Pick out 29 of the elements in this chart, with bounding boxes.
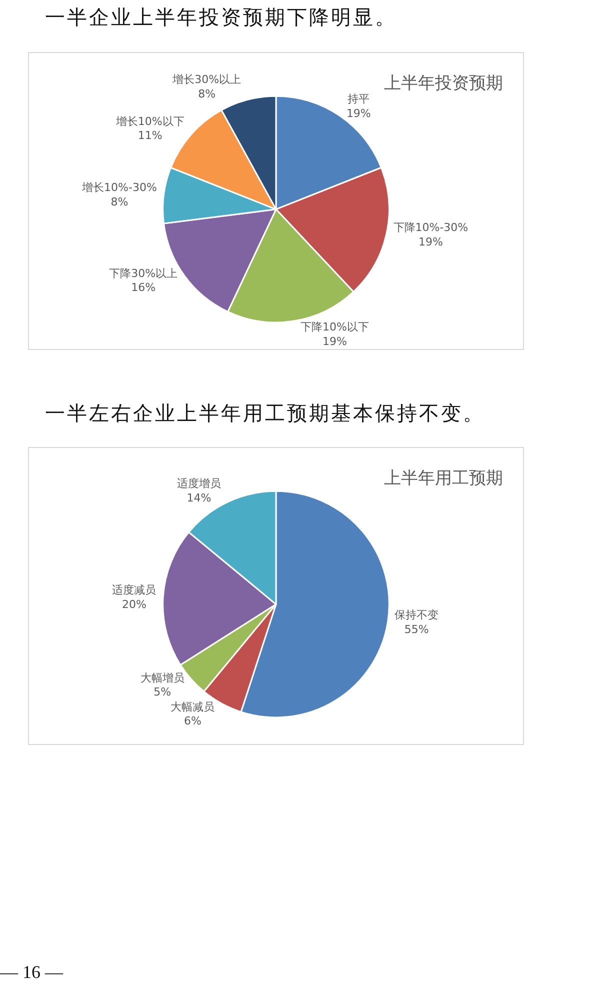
slice-label: 大幅减员	[170, 700, 215, 714]
slice-label: 大幅增员	[140, 671, 184, 684]
slice-label: 下降10%-30%	[393, 220, 468, 234]
slice-label: 增长10%-30%	[81, 181, 157, 194]
data-label: 11%	[138, 129, 162, 142]
slice-label: 适度增员	[176, 477, 221, 490]
slice-label: 保持不变	[394, 608, 439, 622]
slice-label: 增长10%以下	[114, 114, 184, 128]
data-label: 5%	[154, 686, 172, 699]
slice-label: 适度减员	[112, 583, 156, 596]
data-label: 19%	[418, 235, 443, 248]
slice-label: 持平	[348, 92, 370, 106]
data-label: 55%	[404, 622, 429, 636]
text: 一半左右企业上半年用工预期基本保持不变。	[45, 402, 485, 427]
data-label: 20%	[122, 598, 146, 611]
data-label: 16%	[131, 281, 156, 294]
data-label: 6%	[184, 714, 202, 728]
data-label: 19%	[322, 335, 347, 348]
chart-title: 上半年投资预期	[384, 74, 504, 94]
text: 一半企业上半年投资预期下降明显。	[45, 6, 397, 31]
data-label: 14%	[186, 491, 212, 504]
chart-title: 上半年用工预期	[384, 468, 504, 489]
slice-label: 下降30%以上	[109, 266, 178, 280]
text: — 16 —	[0, 962, 63, 983]
data-label: 8%	[110, 196, 128, 209]
slice-label: 下降10%以下	[300, 320, 369, 334]
data-label: 8%	[198, 88, 216, 101]
data-label: 19%	[346, 107, 371, 120]
slice-label: 增长30%以上	[172, 73, 242, 86]
